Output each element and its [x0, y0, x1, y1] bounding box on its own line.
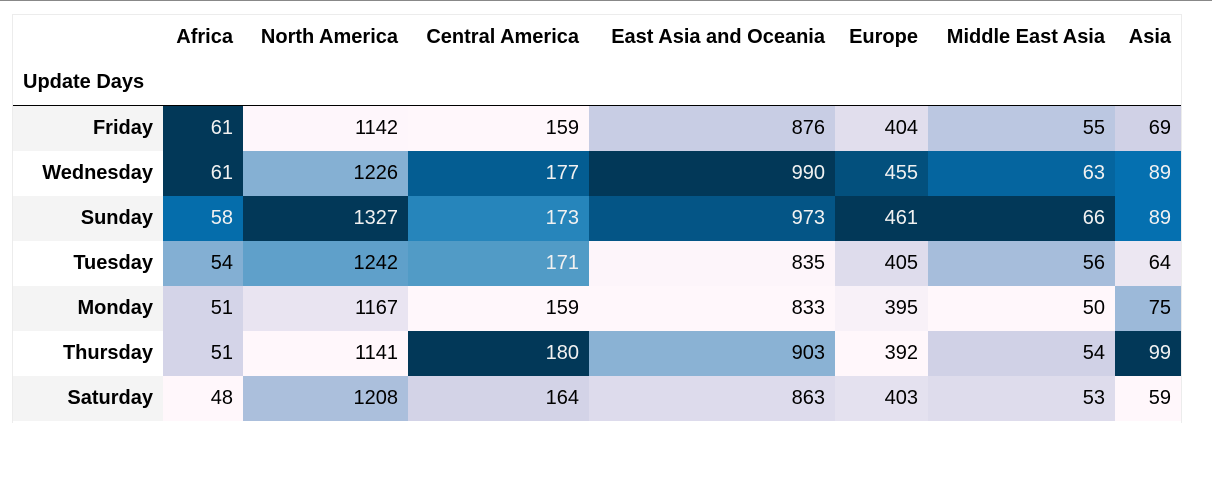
heatmap-cell: 54 — [163, 241, 243, 286]
heatmap-cell: 61 — [163, 151, 243, 196]
column-header-north-america: North America — [243, 15, 408, 60]
heatmap-cell: 1167 — [243, 286, 408, 331]
heatmap-cell: 164 — [408, 376, 589, 421]
heatmap-cell: 53 — [928, 376, 1115, 421]
table-row: Wednesday 61 1226 177 990 455 63 89 — [13, 151, 1181, 196]
heatmap-cell: 54 — [928, 331, 1115, 376]
heatmap-cell: 404 — [835, 105, 928, 151]
heatmap-cell: 89 — [1115, 196, 1181, 241]
index-header-row: Update Days — [13, 60, 1181, 106]
heatmap-cell: 51 — [163, 286, 243, 331]
heatmap-cell: 833 — [589, 286, 835, 331]
heatmap-cell: 180 — [408, 331, 589, 376]
index-header-blank-cell — [928, 60, 1115, 106]
table-row: Tuesday 54 1242 171 835 405 56 64 — [13, 241, 1181, 286]
column-header-asia: Asia — [1115, 15, 1181, 60]
heatmap-cell: 1226 — [243, 151, 408, 196]
table-row: Sunday 58 1327 173 973 461 66 89 — [13, 196, 1181, 241]
column-header-central-america: Central America — [408, 15, 589, 60]
heatmap-cell: 173 — [408, 196, 589, 241]
column-header-europe: Europe — [835, 15, 928, 60]
heatmap-cell: 455 — [835, 151, 928, 196]
heatmap-cell: 395 — [835, 286, 928, 331]
heatmap-cell: 159 — [408, 286, 589, 331]
heatmap-cell: 64 — [1115, 241, 1181, 286]
heatmap-cell: 1242 — [243, 241, 408, 286]
heatmap-cell: 405 — [835, 241, 928, 286]
table-row: Monday 51 1167 159 833 395 50 75 — [13, 286, 1181, 331]
index-header-blank-cell — [589, 60, 835, 106]
table-row: Friday 61 1142 159 876 404 55 69 — [13, 105, 1181, 151]
heatmap-cell: 835 — [589, 241, 835, 286]
heatmap-cell: 403 — [835, 376, 928, 421]
row-label-saturday: Saturday — [13, 376, 163, 421]
heatmap-cell: 51 — [163, 331, 243, 376]
heatmap-cell: 69 — [1115, 105, 1181, 151]
heatmap-cell: 1208 — [243, 376, 408, 421]
heatmap-cell: 75 — [1115, 286, 1181, 331]
heatmap-cell: 990 — [589, 151, 835, 196]
heatmap-cell: 392 — [835, 331, 928, 376]
heatmap-cell: 876 — [589, 105, 835, 151]
heatmap-cell: 461 — [835, 196, 928, 241]
heatmap-cell: 973 — [589, 196, 835, 241]
heatmap-cell: 177 — [408, 151, 589, 196]
index-header-blank-cell — [835, 60, 928, 106]
index-header-blank-cell — [1115, 60, 1181, 106]
heatmap-body: Friday 61 1142 159 876 404 55 69 Wednesday 61 1226… — [13, 105, 1181, 421]
heatmap-cell: 56 — [928, 241, 1115, 286]
heatmap-cell: 1327 — [243, 196, 408, 241]
heatmap-cell: 903 — [589, 331, 835, 376]
top-divider — [0, 0, 1212, 1]
heatmap-cell: 863 — [589, 376, 835, 421]
heatmap-cell: 63 — [928, 151, 1115, 196]
heatmap-cell: 59 — [1115, 376, 1181, 421]
heatmap-cell: 159 — [408, 105, 589, 151]
table-row: Thursday 51 1141 180 903 392 54 99 — [13, 331, 1181, 376]
heatmap-cell: 89 — [1115, 151, 1181, 196]
heatmap-cell: 61 — [163, 105, 243, 151]
table-row: Saturday 48 1208 164 863 403 53 59 — [13, 376, 1181, 421]
heatmap-cell: 1141 — [243, 331, 408, 376]
index-label: Update Days — [13, 60, 163, 106]
index-header-blank-cell — [408, 60, 589, 106]
row-label-monday: Monday — [13, 286, 163, 331]
heatmap-cell: 55 — [928, 105, 1115, 151]
index-header-blank-cell — [243, 60, 408, 106]
heatmap-cell: 58 — [163, 196, 243, 241]
row-label-tuesday: Tuesday — [13, 241, 163, 286]
column-header-east-asia-and-oceania: East Asia and Oceania — [589, 15, 835, 60]
column-header-middle-east-asia: Middle East Asia — [928, 15, 1115, 60]
heatmap-table: Africa North America Central America East A… — [13, 15, 1181, 421]
row-label-thursday: Thursday — [13, 331, 163, 376]
heatmap-cell: 50 — [928, 286, 1115, 331]
heatmap-cell: 1142 — [243, 105, 408, 151]
heatmap-cell: 171 — [408, 241, 589, 286]
corner-blank-cell — [13, 15, 163, 60]
row-label-friday: Friday — [13, 105, 163, 151]
heatmap-cell: 99 — [1115, 331, 1181, 376]
column-header-row: Africa North America Central America East A… — [13, 15, 1181, 60]
index-header-blank-cell — [163, 60, 243, 106]
row-label-wednesday: Wednesday — [13, 151, 163, 196]
row-label-sunday: Sunday — [13, 196, 163, 241]
column-header-africa: Africa — [163, 15, 243, 60]
heatmap-cell: 66 — [928, 196, 1115, 241]
heatmap-cell: 48 — [163, 376, 243, 421]
heatmap-table-container: Africa North America Central America East A… — [12, 14, 1182, 423]
